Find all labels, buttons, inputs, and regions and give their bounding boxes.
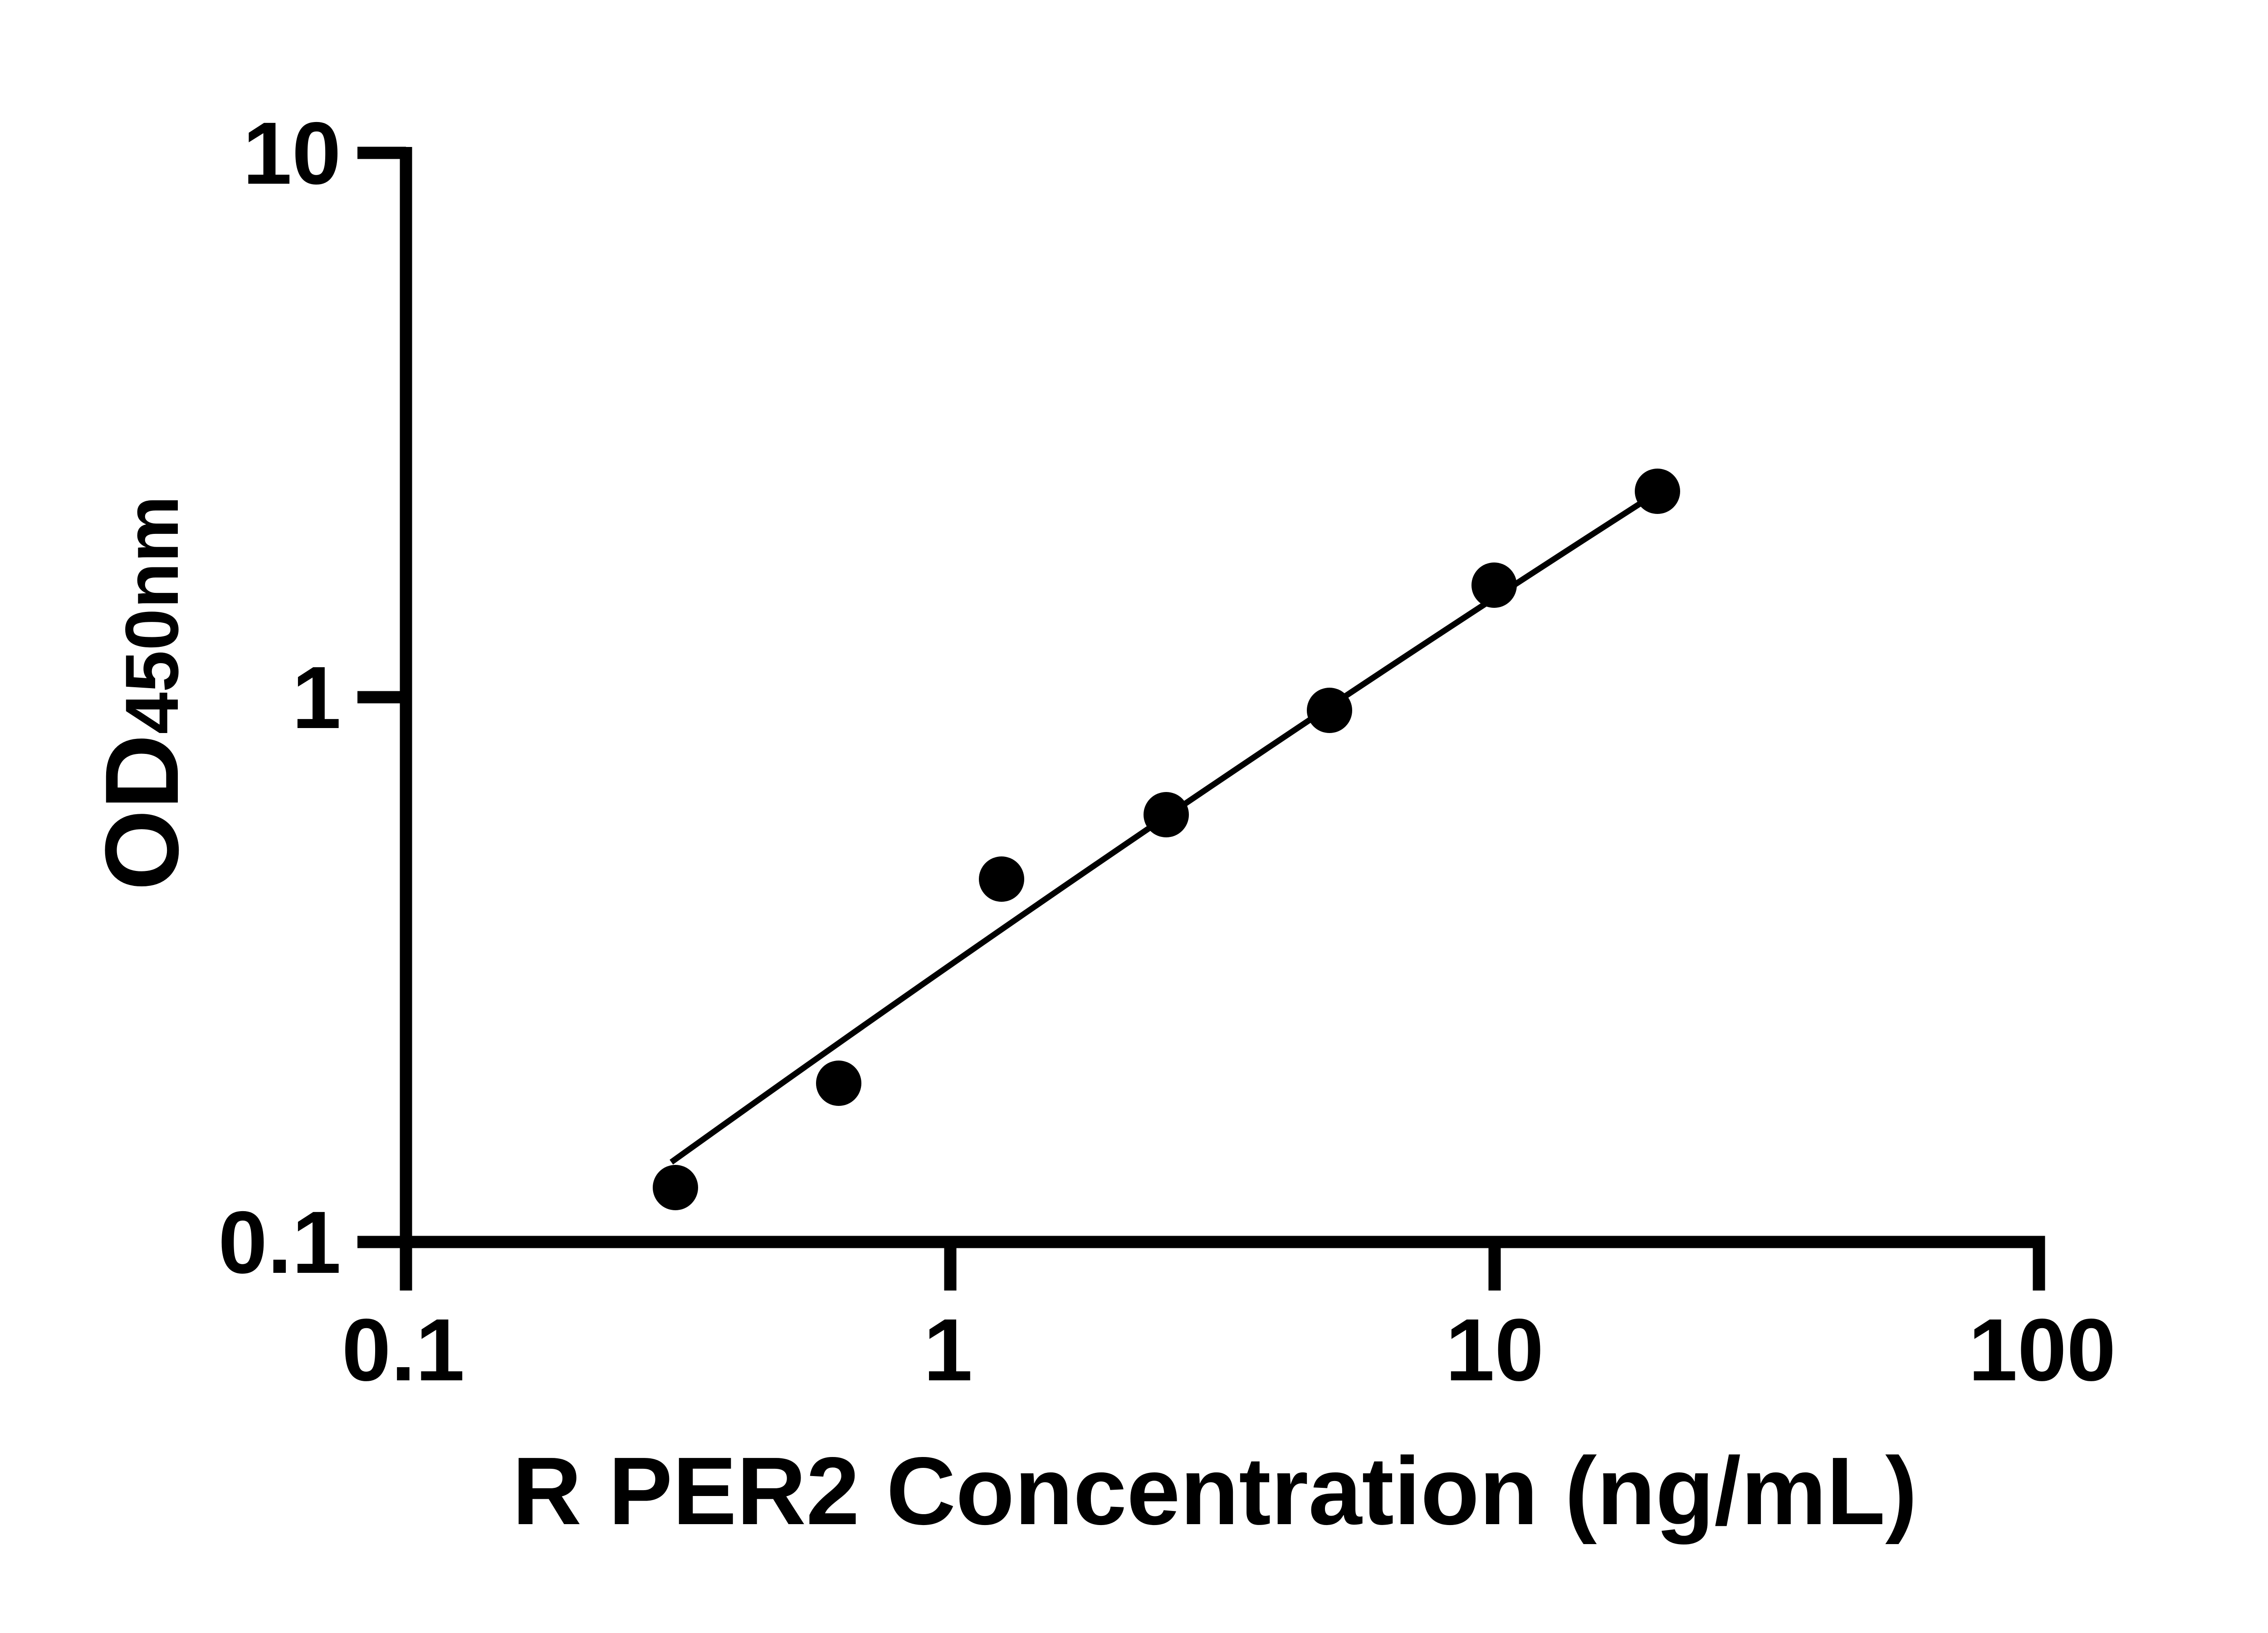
svg-text:10: 10	[1446, 1301, 1544, 1399]
svg-text:0.1: 0.1	[342, 1301, 464, 1399]
svg-text:10: 10	[243, 104, 341, 203]
svg-text:100: 100	[1968, 1301, 2116, 1399]
svg-text:R PER2 Concentration (ng/mL): R PER2 Concentration (ng/mL)	[512, 1437, 1917, 1545]
svg-text:1: 1	[924, 1301, 973, 1399]
svg-text:0.1: 0.1	[218, 1193, 341, 1292]
svg-text:1: 1	[292, 648, 341, 747]
